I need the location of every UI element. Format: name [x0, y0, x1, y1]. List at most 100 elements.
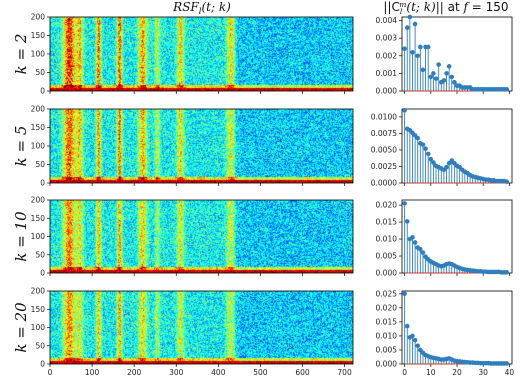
heatmap-y-tick-label: 50 — [35, 250, 45, 259]
heatmap-y-tick-label: 0 — [40, 87, 45, 96]
stem-frame-k10 — [401, 199, 513, 274]
stem-marker — [415, 135, 421, 141]
stem-marker — [444, 71, 449, 76]
stem-y-tick-label: 0.0000 — [371, 179, 397, 188]
stem-x-tick-label: 30 — [478, 368, 488, 377]
stem-x-tick-label: 0 — [402, 368, 407, 377]
stem-marker — [420, 250, 426, 255]
stem-y-tick-label: 0.025 — [376, 289, 398, 298]
stem-marker — [410, 49, 415, 55]
stem-y-tick-label: 0.000 — [376, 87, 398, 96]
stem-marker — [504, 179, 510, 184]
stem-marker — [504, 270, 510, 275]
heatmap-x-tick-label: 500 — [253, 368, 268, 377]
heatmap-y-tick-label: 200 — [31, 105, 46, 114]
stem-marker — [402, 201, 407, 206]
stem-column-title: ||Clm(t; k)|| at f = 150 — [383, 0, 508, 16]
heatmap-y-tick-label: 100 — [31, 50, 46, 59]
stem-marker — [404, 219, 410, 224]
heatmap-y-tick-label: 150 — [31, 123, 46, 132]
heatmap-y-tick-label: 200 — [31, 287, 46, 296]
heatmap-x-tick-label: 700 — [337, 368, 352, 377]
stem-y-tick-label: 0.003 — [376, 34, 398, 43]
stem-marker — [452, 79, 457, 85]
stem-y-tick-label: 0.010 — [376, 235, 398, 244]
stem-y-tick-label: 0.001 — [376, 69, 398, 78]
stem-y-tick-label: 0.000 — [376, 269, 398, 278]
heatmap-image-k5 — [50, 109, 353, 183]
stem-marker — [410, 235, 415, 240]
heatmap-x-tick-label: 600 — [295, 368, 310, 377]
stem-marker — [446, 64, 452, 69]
heatmap-y-tick-label: 100 — [31, 323, 46, 332]
heatmap-y-tick-label: 150 — [31, 305, 46, 314]
heatmap-x-tick-label: 100 — [85, 368, 100, 377]
stem-y-tick-label: 0.002 — [376, 51, 398, 60]
heatmap-y-tick-label: 100 — [31, 232, 46, 241]
stem-y-tick-label: 0.0100 — [371, 113, 397, 122]
stem-marker — [433, 76, 439, 81]
stem-y-tick-label: 0.004 — [376, 16, 398, 25]
heatmap-y-tick-label: 50 — [35, 68, 45, 77]
stem-marker — [420, 142, 426, 147]
stem-marker — [425, 44, 431, 50]
stem-marker — [441, 78, 447, 83]
stem-x-tick-label: 40 — [505, 368, 515, 377]
heatmap-column-title: RSFl(t; k) — [172, 0, 231, 17]
stem-marker — [425, 151, 431, 157]
stem-marker — [423, 146, 428, 151]
stem-y-tick-label: 0.005 — [376, 252, 398, 261]
heatmap-x-tick-label: 300 — [169, 368, 184, 377]
heatmap-y-tick-label: 100 — [31, 142, 46, 151]
stem-y-tick-label: 0.0025 — [371, 162, 397, 171]
stem-marker — [404, 323, 410, 329]
heatmap-image-k2 — [50, 17, 353, 91]
row-label-k10: k = 10 — [12, 211, 30, 262]
stem-x-tick-label: 10 — [426, 368, 436, 377]
stem-marker — [418, 246, 423, 252]
stem-y-tick-label: 0.020 — [376, 201, 398, 210]
heatmap-image-k10 — [50, 200, 353, 273]
stem-marker — [415, 53, 421, 59]
heatmap-x-tick-label: 200 — [127, 368, 142, 377]
stem-y-tick-label: 0.015 — [376, 218, 398, 227]
heatmap-y-tick-label: 200 — [31, 196, 46, 205]
stem-marker — [436, 62, 441, 67]
heatmap-y-tick-label: 50 — [35, 341, 45, 350]
heatmap-y-tick-label: 200 — [31, 13, 46, 22]
stem-marker — [428, 74, 434, 80]
stem-marker — [412, 240, 418, 245]
heatmap-y-tick-label: 150 — [31, 31, 46, 40]
stem-y-tick-label: 0.015 — [376, 317, 398, 326]
stem-marker — [431, 71, 436, 76]
stem-marker — [431, 160, 436, 165]
stem-marker — [407, 14, 413, 20]
stem-marker — [415, 343, 421, 349]
stem-marker — [412, 21, 418, 27]
stem-x-tick-label: 20 — [452, 368, 462, 377]
stem-marker — [504, 361, 510, 366]
heatmap-y-tick-label: 0 — [40, 360, 45, 369]
heatmap-y-tick-label: 0 — [40, 269, 45, 278]
heatmap-x-tick-label: 0 — [48, 368, 53, 377]
stem-marker — [449, 74, 455, 80]
stem-marker — [412, 337, 418, 343]
stem-marker — [402, 291, 407, 297]
heatmap-x-tick-label: 400 — [211, 368, 226, 377]
row-label-k20: k = 20 — [12, 302, 30, 353]
stem-marker — [402, 46, 407, 52]
stem-y-tick-label: 0.0075 — [371, 129, 397, 138]
stem-y-tick-label: 0.020 — [376, 303, 398, 312]
stem-marker — [410, 333, 415, 339]
stem-marker — [418, 44, 423, 50]
heatmap-image-k20 — [50, 291, 353, 364]
stem-marker — [404, 25, 410, 30]
row-label-k5: k = 5 — [12, 126, 30, 167]
stem-marker — [504, 86, 510, 92]
stem-marker — [444, 164, 449, 170]
stem-y-tick-label: 0.010 — [376, 332, 398, 341]
stem-marker — [402, 108, 407, 113]
heatmap-y-tick-label: 150 — [31, 214, 46, 223]
stem-marker — [428, 156, 434, 162]
